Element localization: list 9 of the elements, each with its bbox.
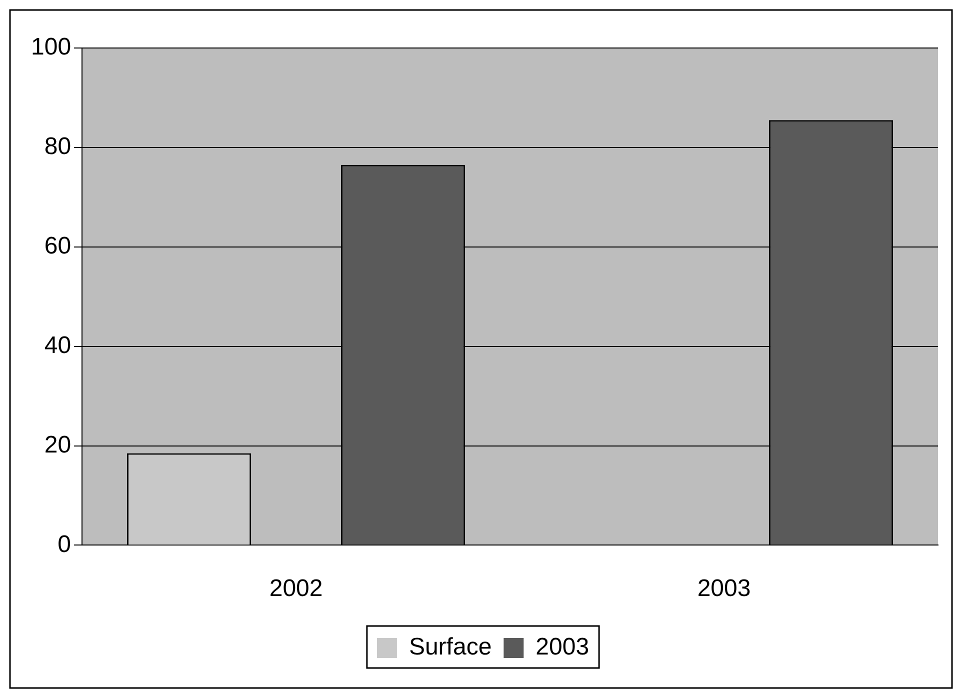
y-tick-label: 40 [44,332,72,359]
y-tick-label: 20 [44,431,72,458]
y-tick-label: 100 [30,34,72,61]
y-tick-label: 60 [44,232,72,260]
x-tick-label: 2002 [269,575,323,602]
legend-label: 2003 [536,634,590,661]
legend-label: Surface [408,634,492,661]
y-tick-label: 0 [58,530,72,558]
y-tick-label: 80 [44,133,72,160]
